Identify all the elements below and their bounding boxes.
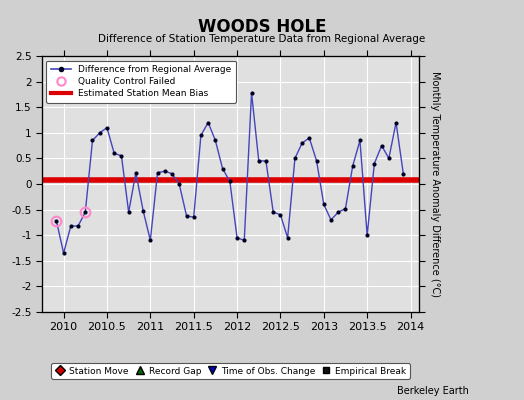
Text: Berkeley Earth: Berkeley Earth — [397, 386, 469, 396]
Y-axis label: Monthly Temperature Anomaly Difference (°C): Monthly Temperature Anomaly Difference (… — [430, 71, 440, 297]
Text: Difference of Station Temperature Data from Regional Average: Difference of Station Temperature Data f… — [99, 34, 425, 44]
Legend: Station Move, Record Gap, Time of Obs. Change, Empirical Break: Station Move, Record Gap, Time of Obs. C… — [51, 363, 410, 379]
Text: WOODS HOLE: WOODS HOLE — [198, 18, 326, 36]
